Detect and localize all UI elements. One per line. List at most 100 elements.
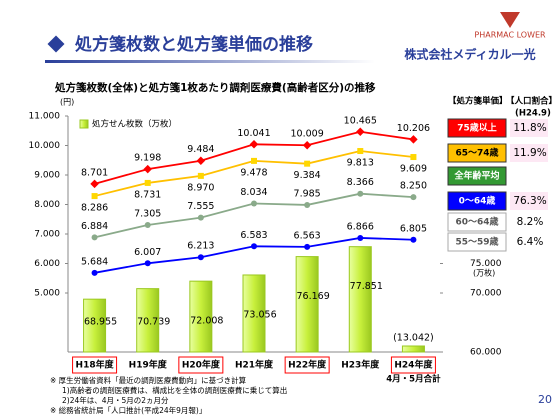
- bar: [83, 298, 107, 353]
- x-tick-label: H24年度: [394, 359, 433, 371]
- y-tick-label: 10.000: [29, 141, 61, 151]
- y2-tick-label: 75.000: [470, 259, 502, 269]
- marker: [196, 156, 206, 165]
- category-note: 4月・5月合計: [386, 374, 441, 385]
- marker: [357, 148, 364, 155]
- subtitle: 処方箋枚数(全体)と処方箋1枚あたり調剤医療費(高齢者区分)の推移: [54, 81, 376, 94]
- y2-tick-label: 70.000: [470, 289, 502, 299]
- marker: [91, 193, 98, 200]
- panel-box: [447, 166, 507, 186]
- footnote: ※ 総務省統計局「人口推計(平成24年9月報)」: [50, 405, 206, 415]
- bar-label: 76.169: [297, 291, 330, 302]
- marker: [251, 157, 257, 164]
- data-label: 8.970: [187, 182, 214, 193]
- footnote: ※ 厚生労働省資料「最近の調剤医療費動向」に基づき計算: [50, 375, 247, 385]
- marker: [144, 260, 151, 267]
- bar: [348, 246, 372, 353]
- panel-box: [447, 191, 507, 211]
- marker: [197, 214, 204, 221]
- footnote: 1)高齢者の調剤医療費は、構成比を全体の調剤医療費に乗じて算出: [62, 385, 287, 395]
- data-label: 5.684: [81, 256, 108, 267]
- panel-label: 65～74歳: [455, 147, 498, 159]
- marker: [304, 243, 311, 250]
- marker: [249, 140, 259, 149]
- marker: [144, 179, 151, 186]
- share-label: 11.9%: [513, 147, 546, 159]
- legend-label: 処方せん枚数（万枚）: [92, 119, 177, 130]
- marker: [409, 135, 418, 144]
- share-box: [510, 119, 548, 137]
- y-tick-label: 8.000: [34, 200, 60, 210]
- panel-label: 75歳以上: [457, 122, 497, 134]
- data-label: 9.609: [400, 164, 427, 175]
- panel-box: [447, 143, 507, 163]
- category-box: [390, 356, 436, 374]
- data-label: 10.041: [237, 128, 270, 139]
- page-number: 20: [538, 393, 552, 406]
- y-tick-label: 7.000: [34, 230, 60, 240]
- marker: [410, 154, 417, 161]
- bar-label: 72.008: [190, 316, 223, 327]
- logo-company: 株式会社メディカル一光: [404, 47, 535, 62]
- x-tick-label: H22年度: [288, 359, 327, 371]
- marker: [410, 194, 417, 201]
- share-label: 76.3%: [513, 195, 546, 207]
- data-label: 6.884: [81, 221, 108, 232]
- data-label: 8.034: [240, 187, 267, 198]
- bar-label: 70.739: [137, 317, 170, 328]
- share-note: (H24.9): [515, 109, 551, 119]
- data-label: 6.866: [347, 221, 374, 232]
- panel-header: 【処方箋単価】: [448, 96, 508, 107]
- marker: [251, 243, 257, 250]
- data-label: 9.198: [134, 153, 161, 164]
- bar-label: 77.851: [350, 281, 383, 292]
- x-tick-label: H21年度: [235, 359, 274, 371]
- panel-box: [447, 232, 507, 252]
- x-tick-label: H23年度: [341, 359, 380, 371]
- bar-label: 73.056: [243, 309, 276, 320]
- data-label: 6.563: [294, 230, 321, 241]
- share-label: 11.8%: [513, 122, 546, 134]
- marker: [410, 236, 417, 243]
- y-tick-label: 6.000: [34, 259, 60, 269]
- share-box: [510, 144, 548, 162]
- panel-box: [447, 118, 507, 138]
- marker: [357, 190, 364, 197]
- x-tick-label: H19年度: [129, 359, 168, 371]
- x-tick-label: H18年度: [76, 359, 115, 371]
- marker: [197, 254, 204, 261]
- data-label: 10.009: [291, 129, 324, 140]
- marker: [304, 201, 311, 208]
- marker: [144, 222, 151, 229]
- y-tick-label: 9.000: [34, 171, 60, 181]
- y-unit: (円): [60, 98, 74, 107]
- marker: [251, 200, 257, 207]
- marker: [197, 172, 204, 179]
- marker: [143, 164, 152, 174]
- y-tick-label: 11.000: [29, 112, 61, 122]
- marker: [90, 179, 99, 189]
- panel-label: 0～64歳: [459, 195, 496, 207]
- share-label: 6.4%: [517, 236, 544, 248]
- logo-mark: [500, 12, 520, 28]
- bar: [136, 288, 160, 353]
- data-label: 6.213: [187, 241, 214, 252]
- bar-label: (13.042): [393, 333, 434, 344]
- data-label: 8.366: [347, 177, 374, 188]
- marker: [302, 140, 312, 150]
- data-label: 10.465: [344, 115, 377, 126]
- bar-label: 68.955: [84, 317, 117, 328]
- footnote: 2)24年は、4月・5月の2ヵ月分: [62, 395, 169, 405]
- y-tick-label: 5.000: [34, 289, 60, 299]
- marker: [356, 127, 365, 137]
- marker: [357, 234, 364, 241]
- data-label: 9.813: [347, 158, 374, 169]
- bar: [295, 256, 319, 353]
- share-header: 【人口割合】: [506, 96, 557, 107]
- data-label: 6.583: [240, 230, 267, 241]
- data-label: 8.731: [134, 189, 161, 200]
- category-box: [284, 356, 330, 374]
- category-box: [178, 356, 224, 374]
- data-label: 6.805: [400, 223, 427, 234]
- logo-brand: PHARMAC LOWER: [474, 31, 546, 40]
